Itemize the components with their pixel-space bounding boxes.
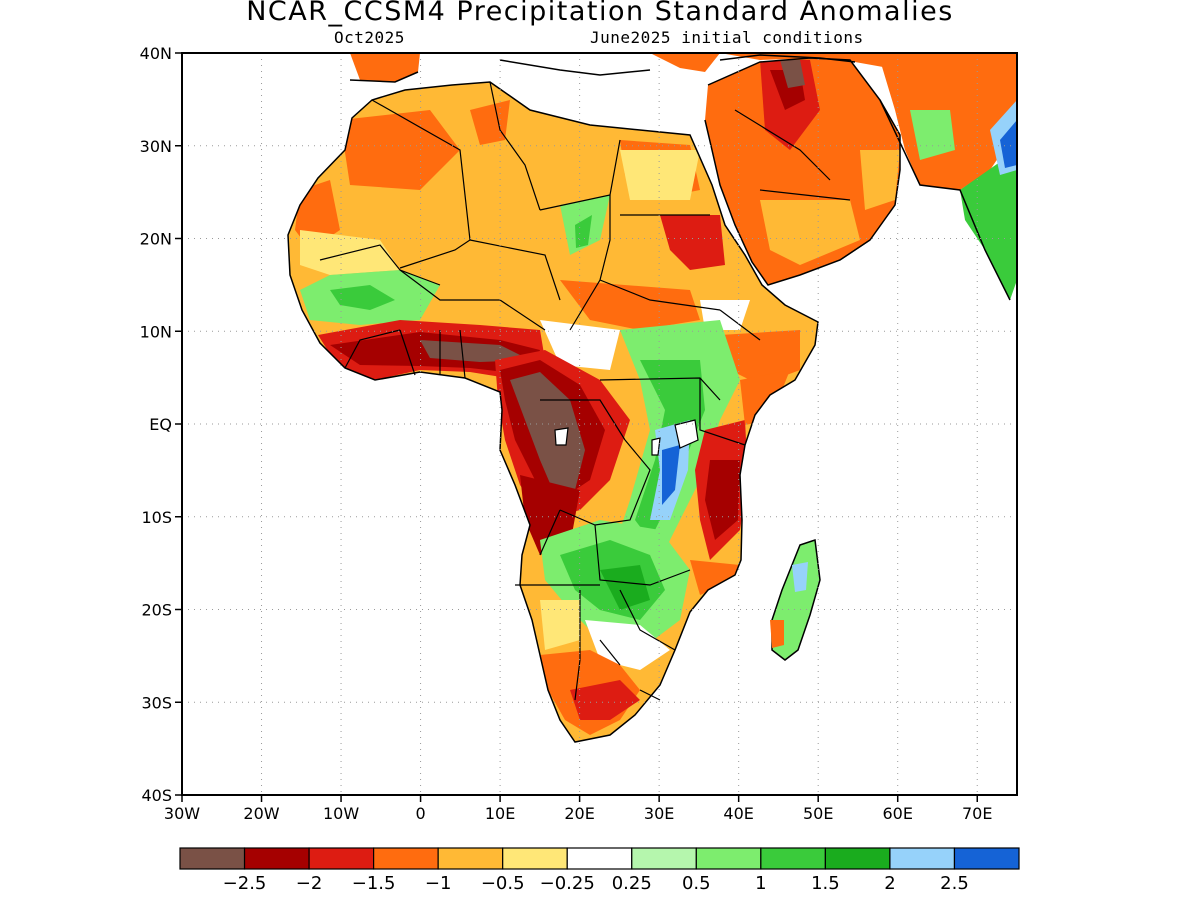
lat-tick-label: 40N bbox=[140, 44, 172, 63]
lon-tick-label: 30E bbox=[644, 804, 674, 823]
colorbar-label: −0.25 bbox=[540, 873, 595, 894]
lat-tick-label: 10N bbox=[140, 322, 172, 341]
colorbar-swatch bbox=[631, 847, 697, 870]
colorbar-label: 0.5 bbox=[682, 873, 711, 894]
lon-tick-label: 10W bbox=[323, 804, 359, 823]
lon-tick-label: 60E bbox=[882, 804, 912, 823]
colorbar-label: 2.5 bbox=[940, 873, 969, 894]
colorbar-label: 0.25 bbox=[612, 873, 652, 894]
lon-tick-label: 40E bbox=[723, 804, 753, 823]
lon-tick-label: 30W bbox=[164, 804, 200, 823]
map-title: NCAR_CCSM4 Precipitation Standard Anomal… bbox=[246, 0, 954, 27]
colorbar-swatch bbox=[373, 847, 439, 870]
colorbar-swatch bbox=[566, 847, 633, 870]
lon-tick-label: 70E bbox=[962, 804, 992, 823]
colorbar-swatch bbox=[502, 847, 568, 870]
colorbar-swatch bbox=[243, 847, 310, 870]
colorbar-swatch bbox=[179, 847, 246, 870]
colorbar-swatch bbox=[953, 847, 1020, 870]
colorbar-label: −1.5 bbox=[352, 873, 396, 894]
colorbar-label: 1.5 bbox=[811, 873, 840, 894]
colorbar-label: −2.5 bbox=[223, 873, 267, 894]
colorbar-swatch bbox=[889, 847, 956, 870]
colorbar-swatch bbox=[308, 847, 375, 870]
lat-tick-label: EQ bbox=[149, 415, 172, 434]
colorbar-swatch bbox=[760, 847, 826, 870]
colorbar: −2.5 −2 −1.5 −1 −0.5 −0.25 0.25 0.5 1 1.5 2 2.5 bbox=[179, 847, 1020, 894]
colorbar-label: 1 bbox=[755, 873, 766, 894]
colorbar-swatch bbox=[824, 847, 891, 870]
lon-tick-label: 0 bbox=[415, 804, 425, 823]
country-borders bbox=[319, 81, 871, 701]
colorbar-label: −2 bbox=[296, 873, 323, 894]
asia-fringe bbox=[880, 60, 1017, 300]
lon-tick-label: 10E bbox=[485, 804, 515, 823]
initial-conditions: June2025 initial conditions bbox=[590, 28, 864, 47]
colorbar-label: −0.5 bbox=[481, 873, 525, 894]
lat-tick-label: 20N bbox=[140, 230, 172, 249]
lat-tick-label: 20S bbox=[141, 601, 172, 620]
lat-tick-label: 30N bbox=[140, 137, 172, 156]
colorbar-label: −1 bbox=[425, 873, 452, 894]
lon-tick-label: 20E bbox=[564, 804, 594, 823]
colorbar-swatch bbox=[437, 847, 504, 870]
lat-tick-label: 40S bbox=[141, 786, 172, 805]
lon-tick-label: 50E bbox=[803, 804, 833, 823]
lat-tick-label: 30S bbox=[141, 693, 172, 712]
grid-lines bbox=[182, 53, 1017, 795]
colorbar-label: 2 bbox=[884, 873, 895, 894]
madagascar bbox=[770, 538, 821, 661]
forecast-month: Oct2025 bbox=[334, 28, 405, 47]
colorbar-swatch bbox=[695, 847, 762, 870]
lakes bbox=[554, 419, 699, 456]
lon-tick-label: 20W bbox=[243, 804, 279, 823]
lat-tick-label: 10S bbox=[141, 508, 172, 527]
